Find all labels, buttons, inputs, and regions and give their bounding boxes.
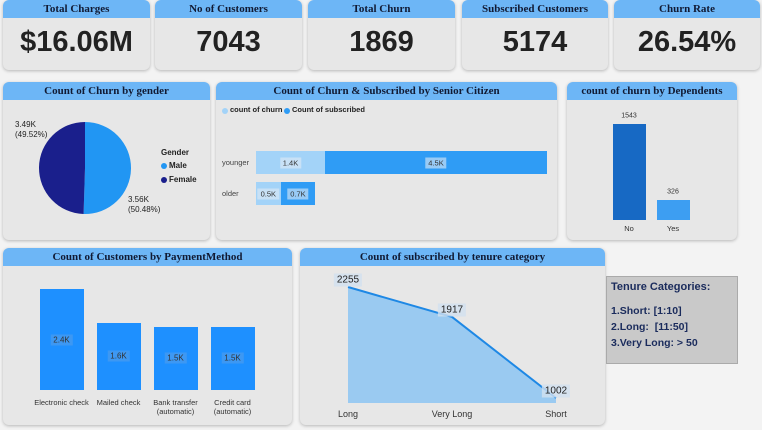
pie-slice [39, 122, 85, 214]
legend-label: Count of subscribed [292, 105, 365, 114]
bar [39, 289, 84, 390]
y-tick-label: older [222, 189, 239, 198]
data-label: 3.49K (49.52%) [15, 120, 48, 139]
note-line: 2.Long: [11:50] [611, 321, 689, 333]
chart-title: Count of Churn by gender [3, 82, 210, 100]
pie-slice [83, 122, 132, 214]
bar [210, 326, 255, 390]
chart-panel: Count of subscribed by tenure category 22… [300, 248, 605, 425]
data-label: 1917 [437, 303, 467, 317]
legend-marker [161, 163, 167, 169]
note-title: Tenure Categories: [611, 281, 711, 293]
bar [153, 326, 198, 390]
x-tick-label: Short [545, 409, 567, 419]
legend-marker [284, 108, 290, 114]
y-tick-label: younger [222, 158, 250, 167]
x-tick-label: Very Long [431, 409, 473, 419]
bar [612, 124, 646, 220]
data-label: 4.5K [425, 157, 447, 168]
note-line: 3.Very Long: > 50 [611, 337, 698, 349]
note-box: Tenure Categories: 1.Short: [1:10] 2.Long:… [606, 276, 738, 364]
bar [96, 322, 141, 390]
data-label: 326 [667, 188, 679, 196]
data-label: 0.7K [287, 188, 309, 199]
kpi-card: Total Churn 1869 [308, 0, 455, 70]
legend-title: Gender [161, 148, 190, 157]
kpi-card: No of Customers 7043 [155, 0, 302, 70]
area-line [347, 286, 557, 399]
chart-panel: Count of Churn & Subscribed by Senior Ci… [216, 82, 557, 240]
legend-label: Male [169, 161, 187, 170]
x-tick-label: Electronic check [34, 398, 89, 407]
data-label: 1.6K [107, 350, 130, 362]
x-tick-label: Yes [666, 224, 680, 233]
data-label: 1543 [621, 112, 637, 120]
area-fill [348, 287, 556, 403]
kpi-label: Total Churn [308, 0, 455, 18]
kpi-value: $16.06M [20, 26, 133, 58]
chart-panel: Count of Churn by gender 3.56K (50.48%) 3.… [3, 82, 210, 240]
x-tick-label: No [624, 224, 634, 233]
data-label: 2.4K [50, 334, 73, 345]
x-tick-label: Mailed check [96, 398, 141, 407]
chart-panel: Count of Customers by PaymentMethod 2.4K E… [3, 248, 292, 425]
kpi-value: 26.54% [637, 26, 737, 58]
data-label: 1.4K [279, 157, 302, 168]
chart-title: Count of subscribed by tenure category [300, 248, 605, 266]
data-label: 1.5K [221, 352, 244, 364]
note-line: 1.Short: [1:10] [611, 305, 682, 317]
chart-title: count of churn by Dependents [567, 82, 737, 100]
pie-plot [39, 122, 132, 214]
legend-label: count of churn [230, 105, 283, 114]
kpi-value: 7043 [196, 26, 261, 58]
kpi-card: Subscribed Customers 5174 [462, 0, 608, 70]
legend-label: Female [169, 175, 197, 184]
bar [656, 199, 690, 220]
data-label: 1.5K [164, 352, 187, 364]
kpi-value: 1869 [349, 26, 414, 58]
data-label: 3.56K (50.48%) [128, 195, 161, 214]
chart-panel: count of churn by Dependents 1543 No 326 Yes [567, 82, 737, 240]
area-plot [347, 286, 557, 403]
kpi-label: Subscribed Customers [462, 0, 608, 18]
kpi-value: 5174 [502, 26, 568, 58]
x-tick-label: Long [337, 409, 359, 419]
kpi-label: Churn Rate [614, 0, 760, 18]
kpi-card: Churn Rate 26.54% [614, 0, 760, 70]
kpi-label: Total Charges [3, 0, 150, 18]
kpi-label: No of Customers [155, 0, 302, 18]
kpi-card: Total Charges $16.06M [3, 0, 150, 70]
x-tick-label: Credit card (automatic) [213, 398, 252, 416]
x-tick-label: Bank transfer (automatic) [153, 398, 198, 416]
data-label: 0.5K [257, 188, 280, 199]
data-label: 1002 [541, 384, 571, 398]
chart-title: Count of Customers by PaymentMethod [3, 248, 292, 266]
chart-title: Count of Churn & Subscribed by Senior Ci… [216, 82, 557, 100]
legend-marker [222, 108, 228, 114]
legend-marker [161, 177, 167, 183]
data-label: 2255 [333, 273, 363, 287]
